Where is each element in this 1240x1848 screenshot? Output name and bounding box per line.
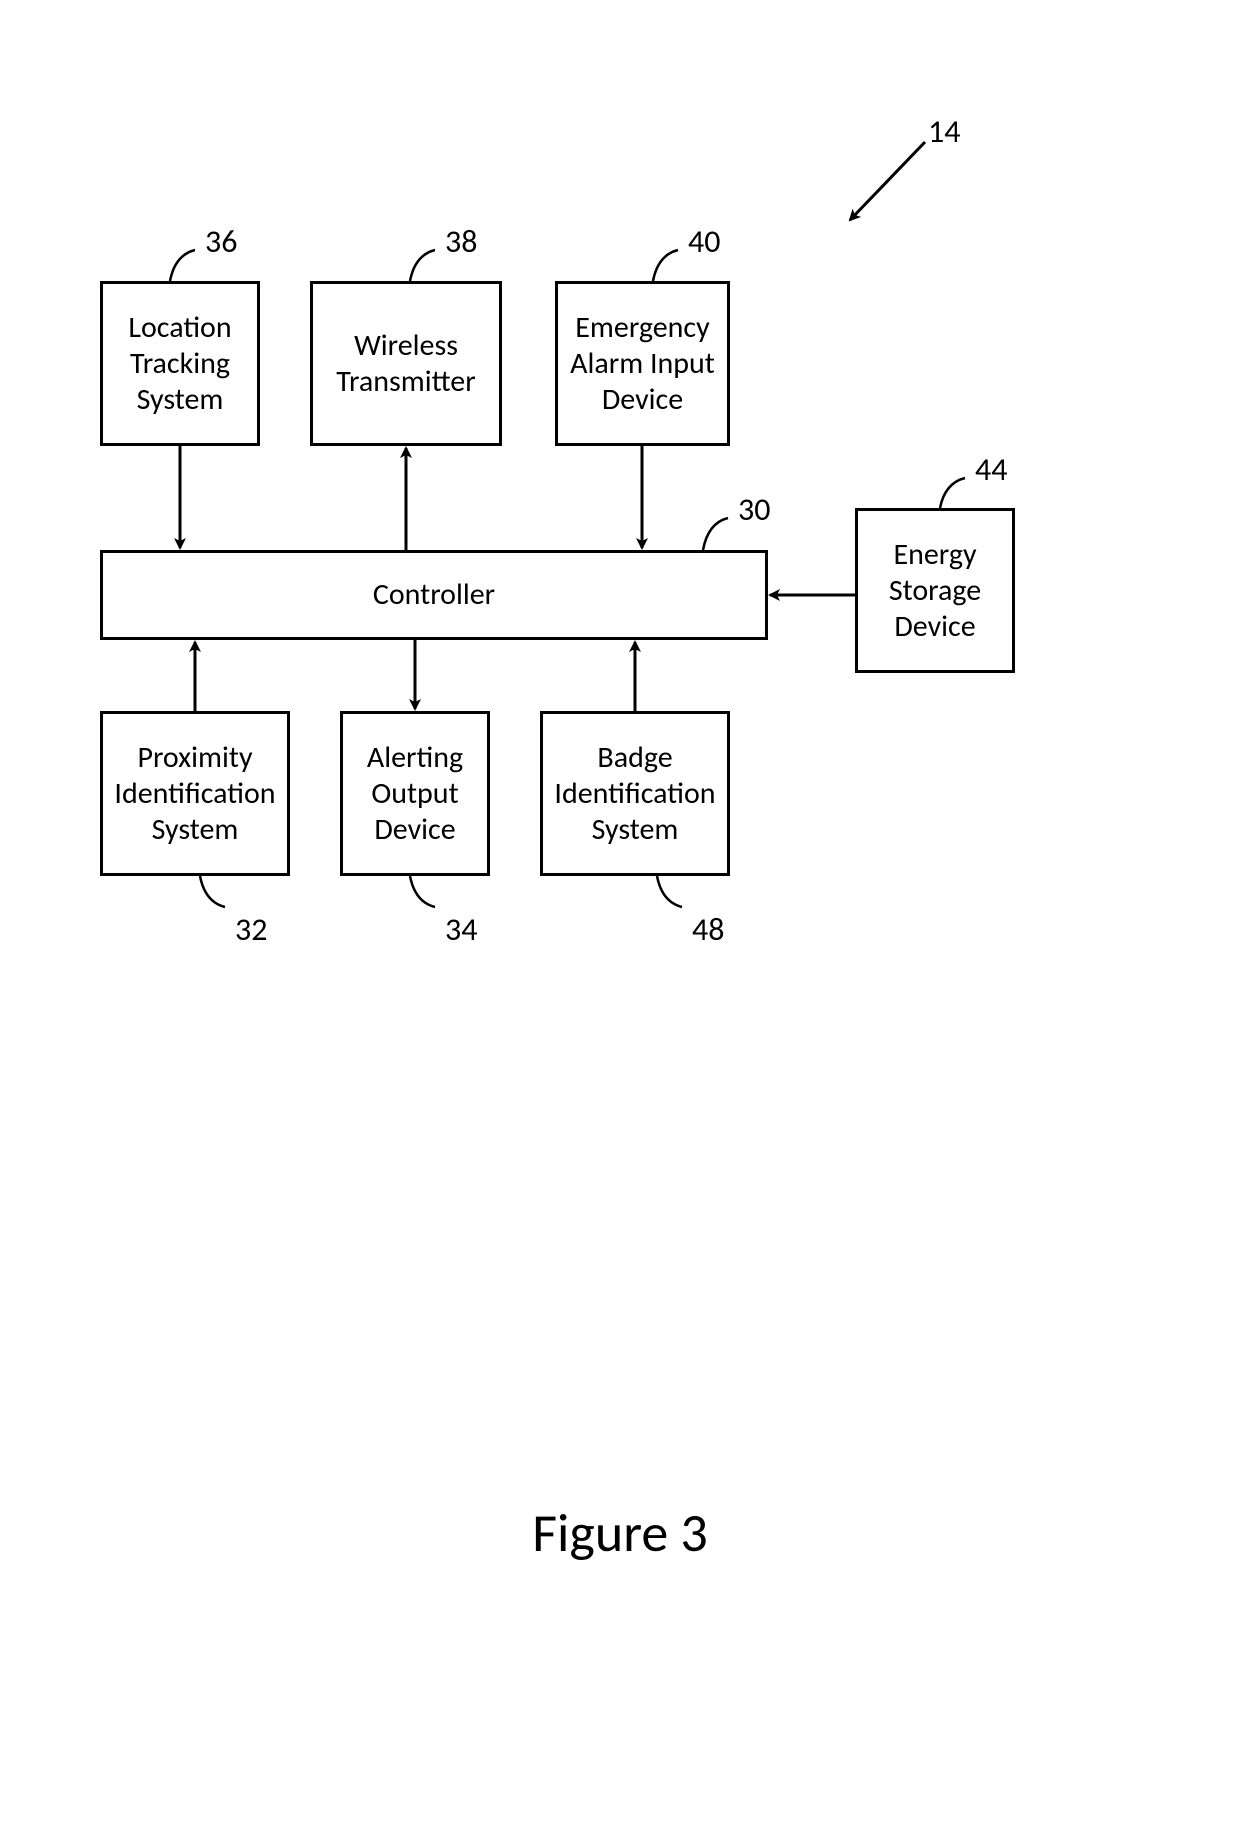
ref-leader-38 — [410, 250, 435, 281]
node-label: Controller — [373, 577, 495, 613]
ref-label-32: 32 — [235, 910, 267, 949]
node-label: Energy Storage Device — [866, 537, 1004, 645]
node-badge-id: Badge Identification System — [540, 711, 730, 876]
ref-label-38: 38 — [445, 222, 477, 261]
ref-label-14: 14 — [928, 112, 960, 151]
node-wireless-transmitter: Wireless Transmitter — [310, 281, 502, 446]
node-label: Emergency Alarm Input Device — [566, 310, 719, 418]
node-label: Alerting Output Device — [351, 740, 479, 848]
diagram-svg-layer — [0, 0, 1240, 1848]
diagram-container: Location Tracking System Wireless Transm… — [0, 0, 1240, 1848]
ref-label-30: 30 — [738, 490, 770, 529]
node-controller: Controller — [100, 550, 768, 640]
ref-leader-14 — [850, 142, 925, 220]
ref-leader-30 — [703, 518, 728, 550]
node-label: Location Tracking System — [111, 310, 249, 418]
ref-leader-36 — [170, 250, 195, 281]
ref-label-34: 34 — [445, 910, 477, 949]
ref-label-36: 36 — [205, 222, 237, 261]
ref-leader-48 — [657, 876, 682, 907]
ref-leader-34 — [410, 876, 435, 907]
node-energy-storage: Energy Storage Device — [855, 508, 1015, 673]
figure-label: Figure 3 — [0, 1500, 1240, 1566]
ref-leader-44 — [940, 478, 965, 508]
node-location-tracking: Location Tracking System — [100, 281, 260, 446]
node-label: Proximity Identification System — [111, 740, 279, 848]
node-emergency-alarm: Emergency Alarm Input Device — [555, 281, 730, 446]
node-label: Wireless Transmitter — [321, 328, 491, 400]
ref-label-48: 48 — [692, 910, 724, 949]
ref-leader-40 — [653, 250, 678, 281]
ref-label-44: 44 — [975, 450, 1007, 489]
node-proximity-id: Proximity Identification System — [100, 711, 290, 876]
ref-leader-32 — [200, 876, 225, 907]
node-label: Badge Identification System — [551, 740, 719, 848]
node-alerting-output: Alerting Output Device — [340, 711, 490, 876]
ref-label-40: 40 — [688, 222, 720, 261]
